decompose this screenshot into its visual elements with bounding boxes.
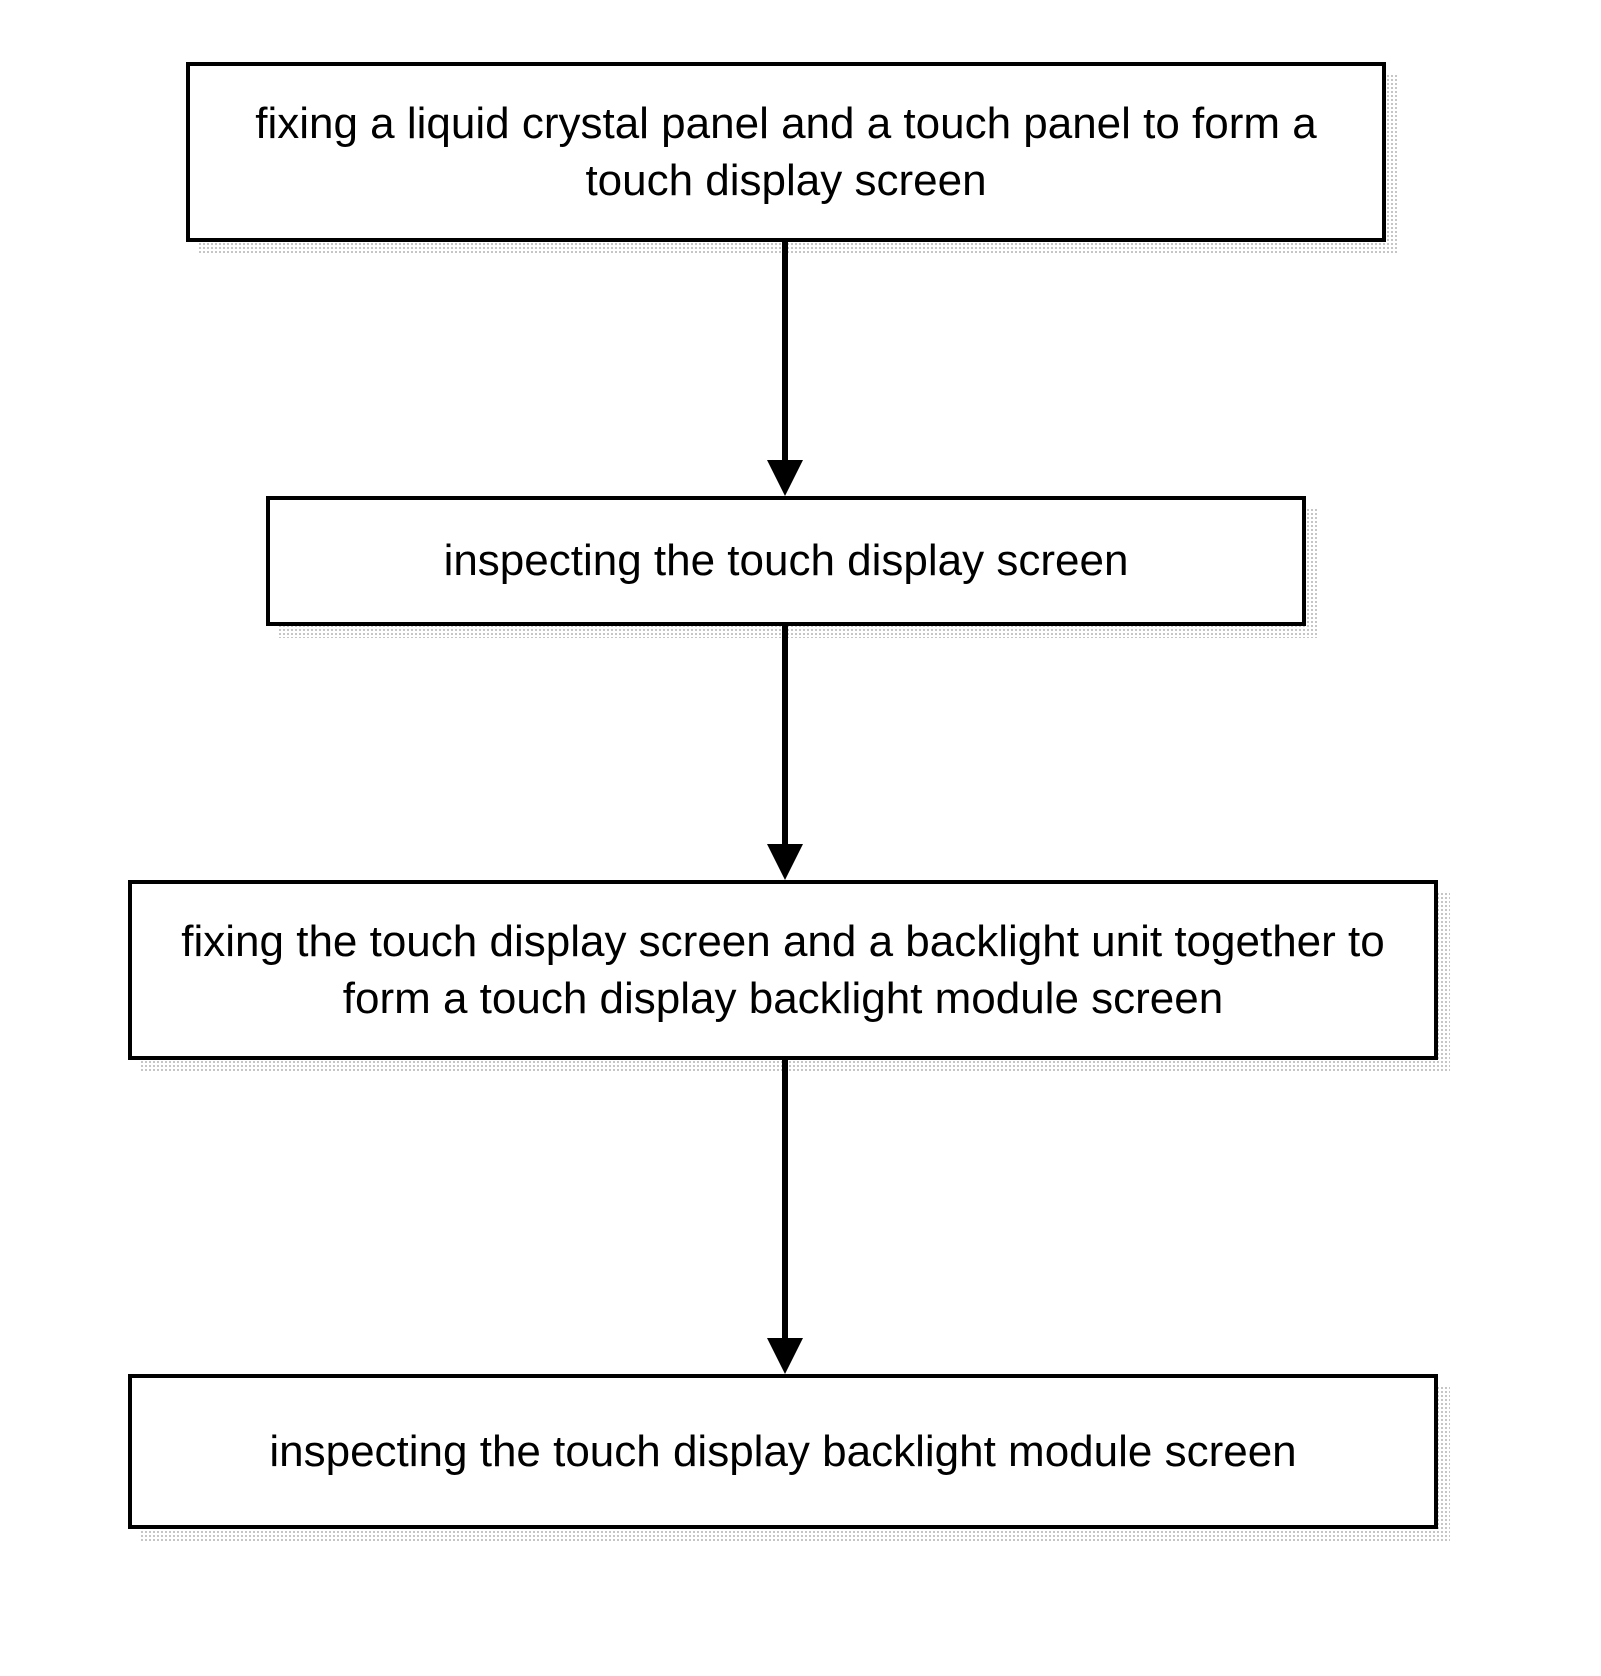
flowchart-container: fixing a liquid crystal panel and a touc… — [0, 0, 1601, 1676]
arrow-head-3 — [767, 1338, 803, 1374]
flowchart-box-step3: fixing the touch display screen and a ba… — [128, 880, 1438, 1060]
arrow-line-3 — [782, 1060, 788, 1340]
flowchart-box-step4: inspecting the touch display backlight m… — [128, 1374, 1438, 1529]
arrow-line-1 — [782, 242, 788, 462]
arrow-head-2 — [767, 844, 803, 880]
flowchart-box-step2: inspecting the touch display screen — [266, 496, 1306, 626]
step4-text: inspecting the touch display backlight m… — [269, 1423, 1296, 1480]
arrow-line-2 — [782, 626, 788, 846]
arrow-head-1 — [767, 460, 803, 496]
step1-text: fixing a liquid crystal panel and a touc… — [230, 95, 1342, 209]
step3-text: fixing the touch display screen and a ba… — [172, 913, 1394, 1027]
step2-text: inspecting the touch display screen — [444, 532, 1129, 589]
flowchart-box-step1: fixing a liquid crystal panel and a touc… — [186, 62, 1386, 242]
